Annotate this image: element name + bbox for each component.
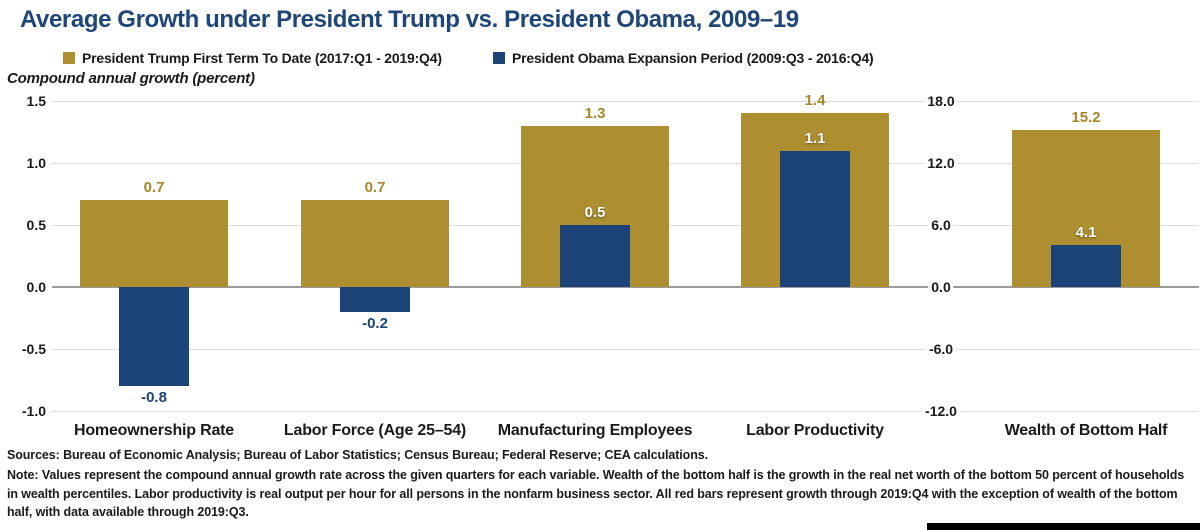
obama-bar xyxy=(560,225,630,287)
right-axis-tick: -12.0 xyxy=(922,402,960,420)
right-axis-tick: 12.0 xyxy=(924,154,958,172)
legend-item: President Trump First Term To Date (2017… xyxy=(63,50,442,66)
trump-value-label: 15.2 xyxy=(1071,108,1101,126)
obama-value-label: 0.5 xyxy=(584,204,606,221)
category-label: Labor Productivity xyxy=(746,422,884,439)
left-axis-tick: 1.5 xyxy=(26,93,46,109)
legend-swatch-trump xyxy=(63,52,75,64)
left-axis-tick: 0.0 xyxy=(26,279,46,295)
right-axis-tick: 6.0 xyxy=(928,216,954,234)
obama-bar xyxy=(1051,244,1121,287)
legend-swatch-obama xyxy=(493,52,505,64)
axis-units-label: Compound annual growth (percent) xyxy=(7,70,255,87)
category-label: Labor Force (Age 25–54) xyxy=(283,422,467,439)
gridline xyxy=(52,349,1199,350)
left-axis-tick: -1.0 xyxy=(21,403,46,419)
obama-value-label: 1.1 xyxy=(804,129,826,147)
obama-bar xyxy=(780,150,850,287)
methodology-note: Note: Values represent the compound annu… xyxy=(7,468,1185,519)
footer-black-bar xyxy=(927,523,1200,530)
left-axis-tick: 1.0 xyxy=(26,155,46,171)
obama-bar xyxy=(340,287,410,312)
gridline xyxy=(52,411,1199,412)
legend-label: President Trump First Term To Date (2017… xyxy=(82,50,442,66)
category-label: Manufacturing Employees xyxy=(497,422,693,439)
gridline xyxy=(52,101,1199,102)
trump-value-label: 1.3 xyxy=(584,104,606,122)
trump-bar xyxy=(301,200,449,287)
obama-value-label: 4.1 xyxy=(1075,223,1097,241)
trump-value-label: 1.4 xyxy=(804,92,826,110)
sources-note: Sources: Bureau of Economic Analysis; Bu… xyxy=(7,448,708,462)
right-axis-tick: -6.0 xyxy=(925,340,957,358)
zero-gridline xyxy=(52,286,1199,288)
right-axis-tick: 0.0 xyxy=(928,278,954,296)
legend-item: President Obama Expansion Period (2009:Q… xyxy=(493,50,874,66)
right-axis-tick: 18.0 xyxy=(924,92,958,110)
category-label: Wealth of Bottom Half xyxy=(1004,422,1168,439)
obama-bar xyxy=(119,287,189,387)
category-label: Homeownership Rate xyxy=(74,422,234,439)
obama-value-label: -0.8 xyxy=(141,389,167,407)
obama-value-label: -0.2 xyxy=(362,314,388,332)
trump-bar xyxy=(80,200,228,287)
left-axis-tick: -0.5 xyxy=(21,341,46,357)
legend-label: President Obama Expansion Period (2009:Q… xyxy=(512,50,874,66)
left-axis-tick: 0.5 xyxy=(26,217,46,233)
trump-value-label: 0.7 xyxy=(143,179,165,197)
chart-title: Average Growth under President Trump vs.… xyxy=(20,6,799,33)
trump-value-label: 0.7 xyxy=(364,179,386,197)
